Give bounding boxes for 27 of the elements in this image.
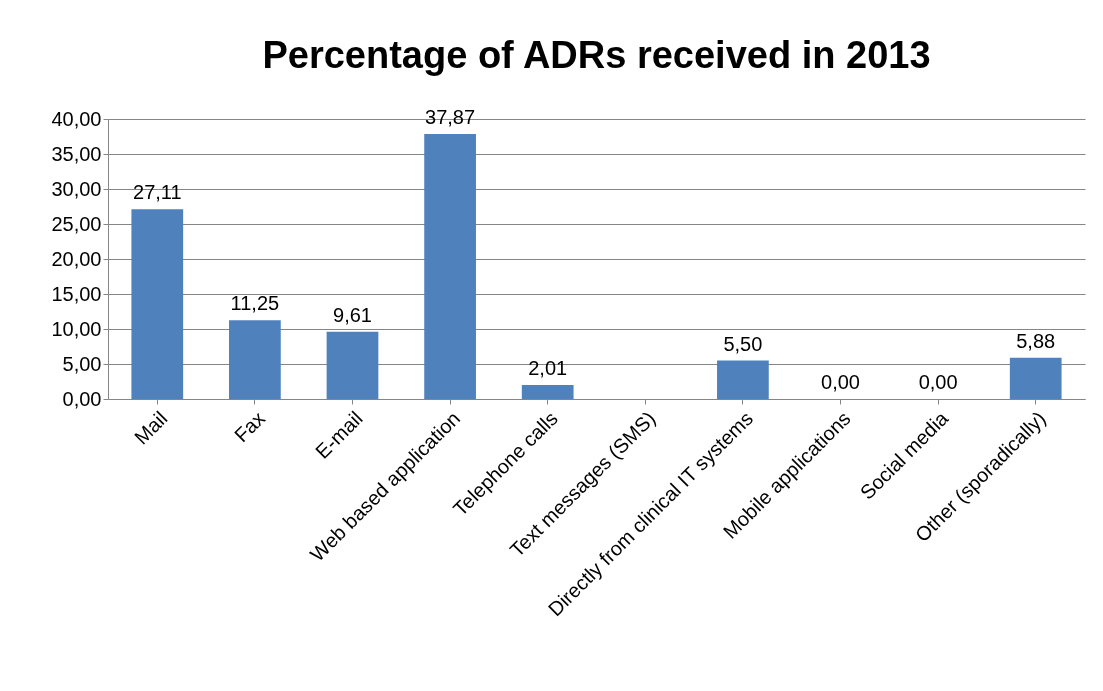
data-label: 37,87 (425, 105, 476, 128)
bar (131, 209, 184, 399)
chart-title: Percentage of ADRs received in 2013 (262, 33, 931, 76)
data-label: 5,88 (1016, 329, 1056, 352)
data-label: 9,61 (333, 303, 372, 326)
data-label: 27,11 (133, 181, 182, 204)
x-tick-label: Fax (229, 407, 270, 447)
y-tick-label: 0,00 (62, 387, 102, 410)
data-label: 0,00 (918, 371, 958, 393)
y-tick-label: 10,00 (51, 317, 102, 340)
y-tick-label: 30,00 (51, 177, 102, 200)
data-label: 0,00 (821, 371, 860, 393)
data-label: 11,25 (230, 292, 280, 315)
data-label: 2,01 (528, 356, 568, 379)
bar (424, 133, 476, 399)
bar (1009, 357, 1062, 399)
y-tick-label: 35,00 (51, 142, 102, 165)
y-tick-label: 25,00 (51, 212, 102, 235)
bar (521, 384, 574, 399)
bar (229, 320, 281, 399)
y-tick-label: 20,00 (51, 247, 102, 270)
bar (326, 331, 379, 399)
y-tick-label: 40,00 (51, 107, 102, 130)
data-label: 5,50 (723, 332, 763, 355)
y-tick-label: 5,00 (62, 352, 102, 375)
bar (717, 360, 769, 399)
y-tick-label: 15,00 (51, 282, 102, 305)
